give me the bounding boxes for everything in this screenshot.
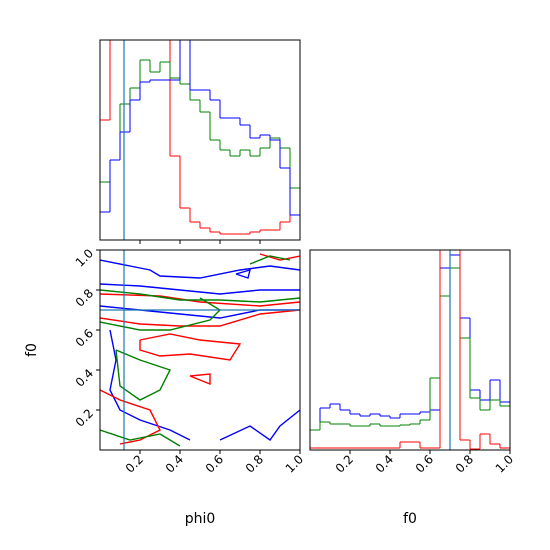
contour-line bbox=[100, 429, 181, 447]
plot-area bbox=[310, 250, 510, 450]
x-tick-label: 0.4 bbox=[163, 452, 186, 475]
contour-line bbox=[100, 259, 300, 279]
y-axis-label: f0 bbox=[24, 343, 40, 357]
contour-line bbox=[100, 389, 161, 445]
axes-frame bbox=[99, 249, 301, 451]
y-tick-label: 0.2 bbox=[73, 406, 96, 429]
contour-line bbox=[259, 253, 300, 261]
contour-line bbox=[249, 255, 291, 265]
contour-line bbox=[139, 333, 242, 361]
plot-area bbox=[100, 253, 300, 447]
contour-line bbox=[100, 297, 222, 331]
contour-line bbox=[100, 309, 300, 327]
contour-line bbox=[189, 373, 211, 386]
y-tick-label: 0.8 bbox=[73, 286, 96, 309]
x-tick-label: 0.2 bbox=[333, 452, 356, 475]
contour-line bbox=[100, 293, 300, 307]
x-tick-label: 0.6 bbox=[203, 452, 226, 475]
x-tick-label: 0.6 bbox=[413, 452, 436, 475]
axes-frame bbox=[309, 249, 511, 451]
contour-line bbox=[219, 409, 300, 441]
contour-line bbox=[115, 349, 171, 401]
x-tick-label: 1.0 bbox=[493, 452, 516, 475]
contour-line bbox=[109, 329, 191, 441]
axes-frame bbox=[99, 39, 301, 241]
x-tick-label: 1.0 bbox=[283, 452, 306, 475]
contour-line bbox=[100, 283, 300, 295]
y-tick-label: 1.0 bbox=[73, 246, 96, 269]
x-axis-label: f0 bbox=[403, 511, 417, 527]
x-tick-label: 0.8 bbox=[453, 452, 476, 475]
x-tick-label: 0.8 bbox=[243, 452, 266, 475]
x-axis-label: phi0 bbox=[185, 511, 216, 527]
y-tick-label: 0.6 bbox=[73, 326, 96, 349]
contour-line bbox=[235, 268, 251, 279]
contour-line bbox=[100, 289, 300, 303]
plot-area bbox=[100, 40, 300, 240]
x-tick-label: 0.4 bbox=[373, 452, 396, 475]
x-tick-label: 0.2 bbox=[123, 452, 146, 475]
contour-line bbox=[100, 305, 300, 319]
y-tick-label: 0.4 bbox=[73, 366, 96, 389]
